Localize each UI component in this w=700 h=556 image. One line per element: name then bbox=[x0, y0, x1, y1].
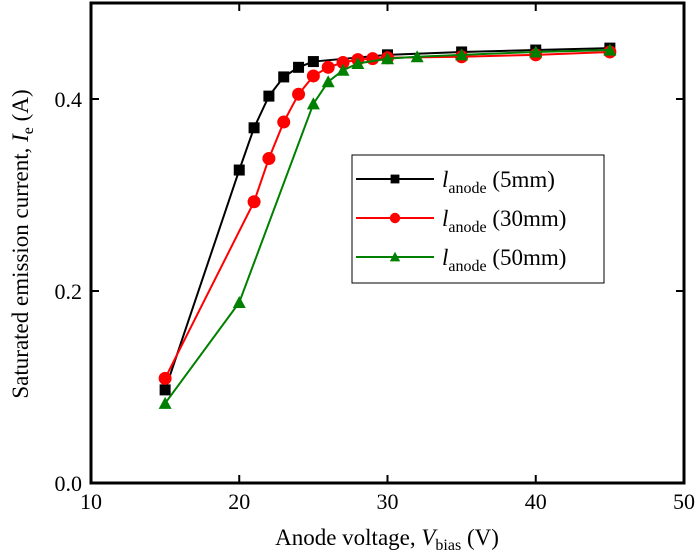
y-axis-title-main: Saturated emission current, bbox=[8, 142, 33, 399]
y-tick-label: 0.2 bbox=[55, 279, 83, 304]
data-point-triangle bbox=[603, 43, 617, 56]
legend-entry: lanode (50mm) bbox=[356, 245, 566, 275]
data-point-square bbox=[293, 61, 305, 73]
x-axis-title-var: V bbox=[421, 525, 438, 550]
data-point-square bbox=[248, 122, 260, 134]
y-tick-label: 0.4 bbox=[55, 87, 83, 112]
legend-label: lanode (30mm) bbox=[442, 206, 566, 236]
data-point-circle bbox=[158, 371, 172, 385]
y-axis-title-unit: (A) bbox=[8, 89, 33, 127]
x-axis-title-sub: bias bbox=[435, 537, 461, 554]
data-point-square bbox=[278, 71, 290, 83]
data-point-triangle bbox=[529, 45, 543, 58]
data-point-circle bbox=[321, 60, 335, 74]
x-tick-label: 20 bbox=[228, 489, 250, 514]
legend-label-sub: anode bbox=[448, 219, 486, 236]
data-point-circle bbox=[262, 152, 276, 166]
legend-label-sub: anode bbox=[448, 258, 486, 275]
x-axis-title-main: Anode voltage, bbox=[275, 525, 421, 550]
data-point-circle bbox=[292, 87, 306, 101]
x-axis: 10 20 30 40 50 bbox=[80, 3, 695, 514]
data-point-circle bbox=[336, 56, 350, 70]
legend-marker-square bbox=[390, 174, 400, 184]
y-tick-label: 0.0 bbox=[55, 471, 83, 496]
x-tick-label: 10 bbox=[80, 489, 102, 514]
legend-label-rest: (50mm) bbox=[487, 245, 567, 270]
legend-label-var: l bbox=[442, 206, 448, 231]
data-point-square bbox=[159, 384, 171, 396]
data-point-square bbox=[307, 56, 319, 68]
x-tick-label: 40 bbox=[525, 489, 547, 514]
data-point-square bbox=[233, 164, 245, 176]
x-axis-title-unit: (V) bbox=[461, 525, 499, 550]
series-line bbox=[164, 50, 610, 379]
series-group bbox=[158, 42, 617, 409]
x-tick-label: 30 bbox=[377, 489, 399, 514]
legend-marker-circle bbox=[389, 212, 401, 224]
y-axis-title: Saturated emission current, Ie (A) bbox=[8, 89, 37, 398]
data-point-triangle bbox=[321, 75, 335, 88]
data-point-triangle bbox=[351, 56, 365, 70]
y-axis-title-sub: e bbox=[20, 127, 37, 134]
legend-label: lanode (50mm) bbox=[442, 245, 566, 275]
x-tick-label: 50 bbox=[673, 489, 695, 514]
legend: lanode (5mm)lanode (30mm)lanode (50mm) bbox=[351, 154, 605, 284]
legend-label: lanode (5mm) bbox=[442, 167, 555, 197]
legend-entry: lanode (5mm) bbox=[356, 167, 555, 197]
data-point-triangle bbox=[455, 48, 469, 61]
data-point-triangle bbox=[306, 97, 320, 110]
data-point-triangle bbox=[410, 50, 424, 63]
data-point-circle bbox=[306, 69, 320, 83]
data-point-triangle bbox=[158, 396, 172, 409]
x-axis-title: Anode voltage, Vbias (V) bbox=[275, 525, 499, 554]
series-3 bbox=[158, 43, 617, 409]
data-point-circle bbox=[277, 115, 291, 129]
data-point-triangle bbox=[381, 52, 394, 65]
legend-marker-triangle bbox=[389, 251, 401, 262]
data-point-triangle bbox=[232, 296, 246, 309]
data-point-circle bbox=[366, 52, 380, 66]
legend-label-rest: (5mm) bbox=[487, 167, 555, 192]
data-point-square bbox=[263, 90, 275, 102]
legend-label-rest: (30mm) bbox=[487, 206, 567, 231]
y-axis-title-var: I bbox=[8, 133, 33, 143]
legend-entry: lanode (30mm) bbox=[356, 206, 566, 236]
data-point-circle bbox=[247, 195, 261, 209]
legend-label-var: l bbox=[442, 245, 448, 270]
data-point-triangle bbox=[336, 63, 350, 76]
y-axis: 0.0 0.2 0.4 bbox=[55, 87, 684, 496]
legend-label-var: l bbox=[442, 167, 448, 192]
legend-label-sub: anode bbox=[448, 180, 486, 197]
